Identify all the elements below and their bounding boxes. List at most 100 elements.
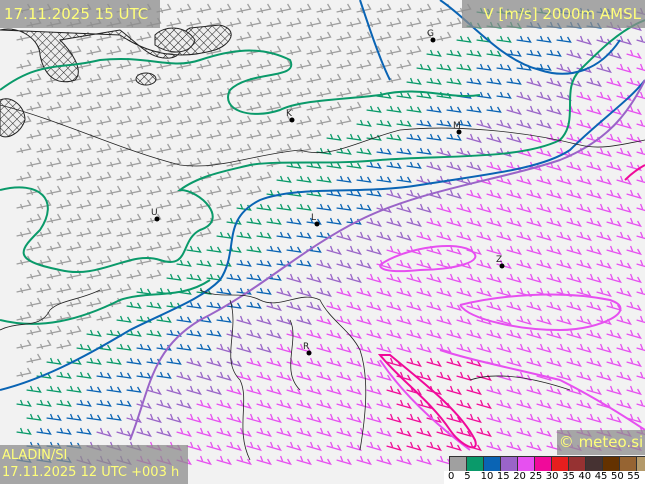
wind-barb bbox=[226, 185, 242, 196]
wind-barb bbox=[266, 189, 282, 197]
wind-barb bbox=[486, 217, 502, 228]
wind-barb bbox=[116, 171, 132, 182]
wind-barb bbox=[316, 259, 332, 270]
wind-barb bbox=[186, 129, 202, 140]
isotach-5 bbox=[0, 49, 481, 115]
wind-barb bbox=[16, 367, 32, 378]
wind-barb bbox=[576, 203, 592, 214]
wind-barb bbox=[616, 35, 632, 46]
wind-barb bbox=[406, 329, 422, 340]
wind-barb bbox=[546, 329, 562, 340]
wind-barb bbox=[296, 427, 312, 438]
wind-barb bbox=[636, 315, 645, 324]
wind-barb bbox=[516, 399, 532, 410]
wind-barb bbox=[336, 87, 352, 98]
wind-barb bbox=[516, 371, 532, 382]
wind-barb bbox=[346, 273, 362, 284]
wind-barb bbox=[416, 231, 432, 242]
legend-swatch bbox=[585, 456, 603, 472]
wind-barb bbox=[16, 283, 32, 294]
wind-barb bbox=[46, 357, 62, 365]
wind-barb bbox=[366, 329, 382, 340]
wind-barb bbox=[526, 357, 542, 368]
wind-barb bbox=[126, 185, 142, 196]
wind-barb bbox=[546, 77, 562, 88]
wind-barb bbox=[176, 227, 192, 238]
wind-barb bbox=[566, 161, 582, 172]
wind-barb bbox=[546, 413, 562, 424]
city-label: L bbox=[311, 213, 316, 223]
wind-barb bbox=[366, 105, 382, 113]
wind-barb bbox=[196, 227, 212, 238]
wind-barb bbox=[136, 227, 152, 238]
wind-barb bbox=[36, 227, 52, 238]
wind-barb bbox=[376, 343, 392, 354]
wind-barb bbox=[206, 441, 222, 452]
wind-barb bbox=[386, 217, 402, 228]
wind-barb bbox=[466, 329, 482, 340]
wind-barb bbox=[476, 63, 492, 71]
wind-barb bbox=[576, 315, 592, 326]
wind-barb bbox=[336, 59, 352, 70]
wind-barb bbox=[336, 115, 352, 126]
wind-barb bbox=[446, 17, 462, 28]
wind-barb bbox=[496, 91, 512, 99]
wind-barb bbox=[236, 59, 252, 70]
wind-barb bbox=[576, 35, 592, 46]
wind-barb bbox=[146, 329, 162, 337]
wind-barb bbox=[196, 143, 212, 154]
wind-barb bbox=[326, 73, 342, 84]
wind-barb bbox=[196, 59, 212, 70]
wind-barb bbox=[346, 17, 362, 28]
wind-barb bbox=[236, 455, 252, 466]
wind-barb bbox=[386, 413, 402, 424]
wind-barb bbox=[396, 59, 412, 70]
wind-barb bbox=[66, 129, 82, 140]
wind-barb bbox=[426, 77, 442, 85]
wind-barb bbox=[66, 325, 82, 336]
wind-barb bbox=[236, 315, 252, 326]
wind-barb bbox=[116, 371, 132, 379]
wind-barb bbox=[566, 329, 582, 340]
wind-barb bbox=[326, 245, 342, 256]
wind-barb bbox=[356, 455, 372, 466]
wind-barb bbox=[166, 329, 182, 337]
wind-barb bbox=[456, 427, 472, 438]
wind-barb bbox=[356, 399, 372, 410]
wind-barb bbox=[366, 273, 382, 284]
wind-barb bbox=[56, 371, 72, 379]
wind-barb bbox=[466, 161, 482, 172]
wind-barb bbox=[416, 315, 432, 326]
wind-barb bbox=[556, 315, 572, 326]
wind-barb bbox=[296, 287, 312, 298]
wind-barb bbox=[556, 343, 572, 354]
cities: G K M U L Z R bbox=[151, 29, 505, 356]
wind-barb bbox=[346, 45, 362, 56]
wind-barb bbox=[116, 343, 132, 351]
wind-barb bbox=[236, 343, 252, 354]
wind-barb bbox=[216, 399, 232, 410]
legend-label: 0 bbox=[448, 471, 455, 482]
wind-barb bbox=[86, 45, 102, 56]
wind-barb bbox=[636, 119, 645, 128]
wind-barb bbox=[216, 59, 232, 70]
wind-barb bbox=[176, 115, 192, 126]
wind-barb bbox=[106, 157, 122, 168]
parameter-label: V [m/s] 2000m AMSL bbox=[462, 0, 645, 28]
wind-barb bbox=[616, 287, 632, 298]
isotach-10 bbox=[0, 79, 645, 391]
wind-barb bbox=[626, 385, 642, 396]
wind-barb bbox=[246, 329, 262, 340]
wind-barb bbox=[496, 315, 512, 326]
wind-barb bbox=[176, 343, 192, 351]
wind-barb bbox=[626, 217, 642, 228]
wind-barb bbox=[136, 171, 152, 182]
wind-barb bbox=[86, 157, 102, 168]
wind-barb bbox=[326, 329, 342, 340]
terrain-mask bbox=[154, 27, 196, 53]
wind-barb bbox=[506, 49, 522, 57]
wind-barb bbox=[376, 287, 392, 298]
wind-barb bbox=[216, 287, 232, 295]
wind-barb bbox=[186, 441, 202, 452]
